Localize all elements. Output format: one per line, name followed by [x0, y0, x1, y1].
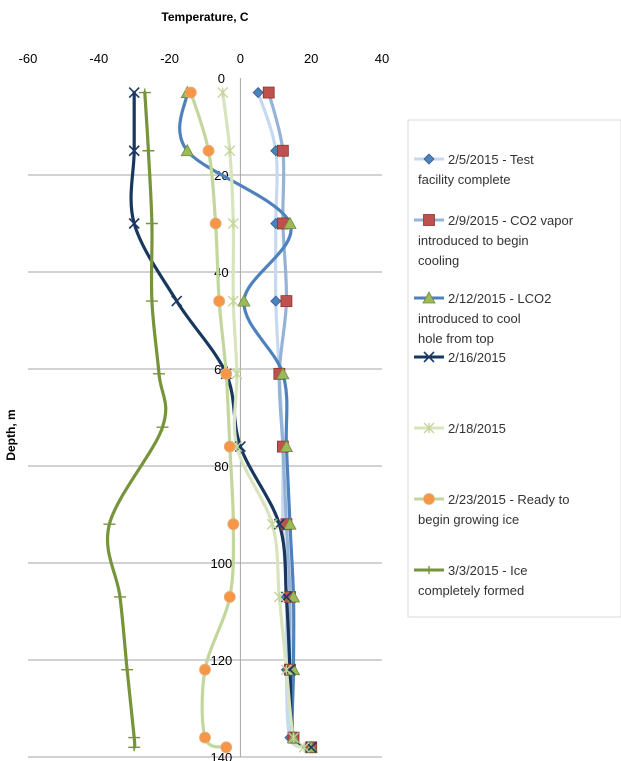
legend-marker: [423, 493, 435, 505]
data-point: [220, 367, 233, 380]
legend-marker: [423, 153, 435, 165]
data-point: [223, 440, 236, 453]
data-point: [121, 665, 134, 674]
data-point: [152, 369, 165, 378]
data-point: [128, 145, 140, 157]
data-point: [180, 143, 194, 157]
data-point: [128, 86, 140, 99]
x-tick-label: -40: [89, 51, 108, 66]
series-line-7: [105, 90, 168, 749]
data-point: [128, 217, 140, 230]
legend: 2/5/2015 - Test facility complete 2/9/2015…: [414, 152, 574, 598]
y-axis-title: Depth, m: [4, 409, 18, 460]
legend-marker: [423, 214, 435, 226]
data-point: [145, 297, 158, 306]
legend-box: [407, 119, 621, 618]
legend-marker: [423, 566, 435, 574]
data-point: [279, 439, 294, 453]
y-tick-label: 140: [211, 750, 233, 761]
legend-marker: [423, 422, 435, 434]
data-point: [283, 216, 297, 229]
legend-label: 2/18/2015: [448, 421, 506, 436]
x-axis-title: Temperature, C: [161, 10, 248, 24]
data-point: [276, 144, 289, 157]
legend-label: 2/9/2015 - CO2 vapor introduced to begin c…: [418, 213, 574, 268]
data-point: [209, 217, 222, 230]
data-point: [280, 664, 292, 676]
data-point: [202, 144, 215, 157]
data-point: [199, 731, 211, 744]
data-point: [231, 368, 243, 380]
data-point: [276, 367, 290, 380]
legend-marker: [422, 291, 436, 304]
data-point: [156, 423, 169, 432]
data-point: [217, 87, 229, 99]
series-markers: [103, 85, 318, 754]
data-point: [288, 732, 299, 744]
data-point: [227, 218, 239, 229]
y-tick-label: 100: [211, 556, 233, 571]
data-point: [103, 520, 116, 529]
x-tick-label: 0: [237, 51, 244, 66]
y-tick-label: 80: [214, 459, 228, 474]
data-point: [262, 86, 275, 99]
data-point: [283, 517, 297, 530]
data-point: [280, 295, 293, 308]
data-point: [184, 86, 197, 99]
data-point: [266, 518, 278, 530]
x-tick-label: -60: [19, 51, 38, 66]
y-tick-label: 0: [218, 71, 225, 86]
gridlines: [28, 78, 382, 758]
data-point: [273, 591, 285, 603]
legend-label: 2/23/2015 - Ready to begin growing ice: [418, 492, 569, 527]
data-point: [142, 146, 155, 155]
data-point: [270, 295, 282, 307]
data-point: [224, 145, 236, 157]
data-point: [252, 86, 264, 99]
legend-label: 3/3/2015 - Ice completely formed: [418, 563, 528, 598]
x-tick-labels: -60 -40 -20 0 20 40: [19, 51, 390, 66]
x-tick-label: 40: [375, 51, 389, 66]
data-point: [227, 295, 239, 307]
data-point: [114, 592, 127, 601]
legend-label: 2/5/2015 - Test facility complete: [418, 152, 534, 187]
data-point: [237, 294, 251, 307]
x-tick-label: 20: [304, 51, 318, 66]
data-point: [220, 741, 233, 754]
data-point: [145, 219, 158, 228]
legend-marker: [423, 351, 435, 363]
legend-label: 2/12/2015 - LCO2 introduced to cool hole f…: [418, 291, 551, 346]
data-point: [171, 295, 183, 307]
series-line-3: [178, 90, 313, 749]
data-point: [286, 590, 301, 603]
data-point: [128, 743, 141, 752]
x-tick-label: -20: [160, 51, 179, 66]
legend-label: 2/16/2015: [448, 350, 506, 365]
data-point: [227, 518, 240, 531]
data-point: [138, 88, 151, 97]
data-point: [223, 591, 236, 603]
data-point: [213, 295, 226, 308]
data-point: [199, 663, 211, 676]
data-point: [298, 741, 310, 753]
data-point: [128, 733, 141, 742]
y-tick-label: 120: [211, 653, 233, 668]
